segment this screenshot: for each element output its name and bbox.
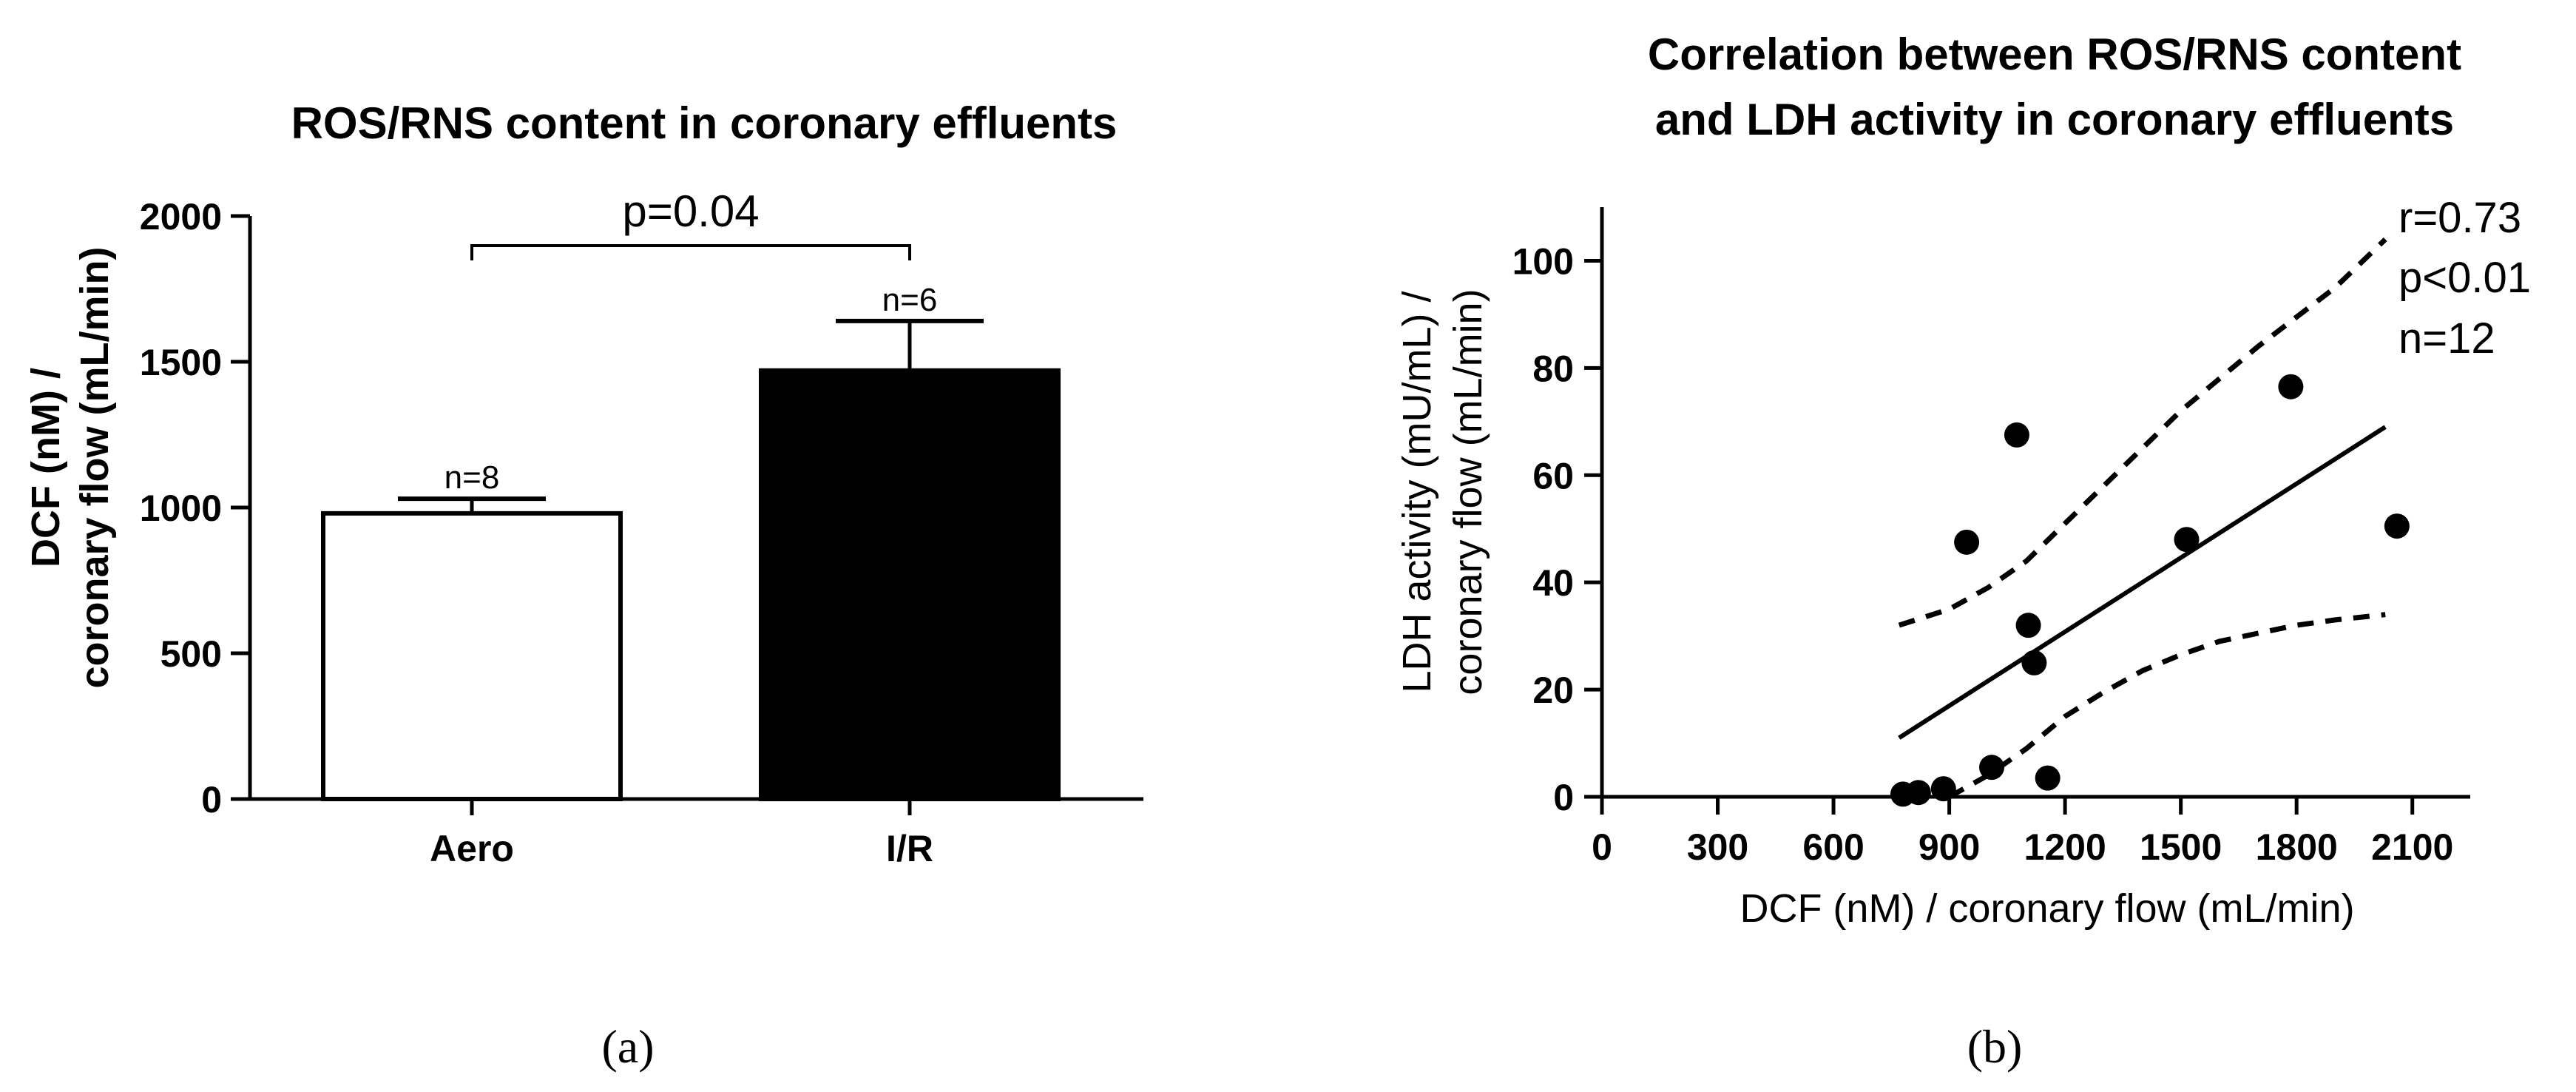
x-tick-label: 1800 [2256,826,2338,868]
y-tick-label: 40 [1532,562,1574,604]
scatter-points [1890,374,2410,807]
significance-bracket-line [470,244,911,260]
panel-a-label: (a) [601,1020,654,1073]
data-point [2174,527,2200,553]
panel-b-label: (b) [1967,1020,2023,1073]
sample-size-label: n=6 [882,282,938,318]
stat-n: n=12 [2398,314,2495,363]
y-tick-label: 80 [1532,348,1574,389]
sample-size-label: n=8 [444,459,500,496]
panel-a-ylabel-line1: DCF (nM) / [24,368,68,567]
data-point [1905,780,1931,806]
panel-b-ylabel-line2: coronary flow (mL/min) [1446,289,1490,695]
panel-b-ylabel-line1: LDH activity (mU/mL) / [1395,291,1439,692]
data-point [2035,765,2061,791]
data-point [2021,650,2047,675]
significance-bracket: p=0.04 [470,186,911,260]
panel-a-bar-chart: ROS/RNS content in coronary effluents DC… [24,98,1143,1073]
panel-b-axis-ticks: 0 300 600 900 1200 1500 1800 2100 0 20 40 60 80 100 [1512,240,2454,868]
panel-b-scatter-chart: Correlation between ROS/RNS content and … [1395,30,2531,1073]
significance-label: p=0.04 [622,186,759,236]
stat-p: p<0.01 [2398,254,2531,302]
data-point [1930,776,1956,802]
y-tick-label: 20 [1532,670,1574,711]
confidence-band-upper [1898,237,2387,628]
panel-b-title-line1: Correlation between ROS/RNS content [1648,30,2461,79]
y-tick-label: 0 [201,779,222,820]
x-tick-label: 0 [1592,826,1612,868]
y-tick-label: 100 [1512,240,1574,282]
bar-ir [759,368,1061,801]
y-tick-label: 1000 [140,488,222,529]
data-point [1978,755,2004,781]
y-tick-label: 2000 [140,196,222,237]
panel-b-title-line2: and LDH activity in coronary effluents [1655,95,2454,144]
y-tick-label: 500 [160,633,222,675]
x-tick-label: 600 [1802,826,1864,868]
x-tick-label: 1200 [2024,826,2106,868]
panel-a-ylabel-line2: coronary flow (mL/min) [72,246,117,688]
x-category-label: I/R [886,828,933,869]
x-category-label: Aero [430,828,514,869]
y-tick-label: 60 [1532,455,1574,496]
bar-aero [321,510,623,801]
data-point [2015,613,2041,638]
panel-a-bars: Aero n=8 I/R n=6 [321,282,1061,869]
data-point [2004,422,2029,448]
data-point [2278,374,2304,400]
data-point [1954,529,1980,555]
y-tick-label: 1500 [140,342,222,383]
x-tick-label: 900 [1919,826,1980,868]
panel-b-xlabel: DCF (nM) / coronary flow (mL/min) [1740,886,2354,931]
y-tick-label: 0 [1553,777,1574,818]
x-tick-label: 1500 [2140,826,2222,868]
panel-a-y-axis-ticks: 0 500 1000 1500 2000 [140,196,250,820]
panel-a-title: ROS/RNS content in coronary effluents [291,98,1118,148]
x-tick-label: 2100 [2371,826,2453,868]
regression-line [1898,425,2387,740]
x-tick-label: 300 [1687,826,1748,868]
confidence-band-lower [1947,612,2386,800]
stat-r: r=0.73 [2398,194,2521,242]
data-point [2384,513,2410,539]
